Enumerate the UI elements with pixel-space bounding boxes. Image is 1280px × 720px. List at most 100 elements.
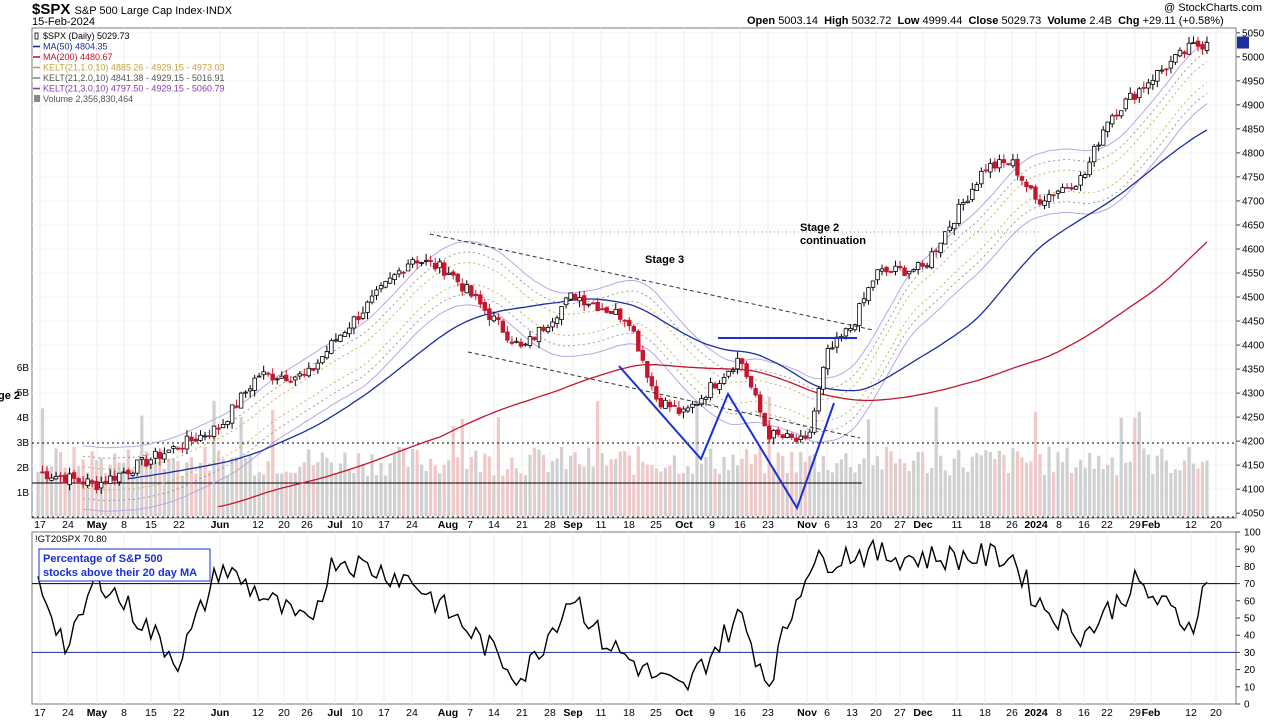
- volume-bar: [158, 461, 162, 516]
- candle-body: [879, 268, 885, 272]
- volume-bar: [329, 462, 333, 516]
- volume-bar: [754, 454, 758, 516]
- x-tick-label: 25: [650, 519, 662, 531]
- volume-bar: [1196, 468, 1200, 516]
- candle-body: [288, 380, 293, 383]
- candle-body: [979, 170, 984, 185]
- candle-body: [275, 378, 280, 381]
- oscillator-panel: 0 10 20 30 40 50 60 70 80 90 100 !GT20SPX 70.80 Perc…: [32, 528, 1261, 711]
- candle-body: [1177, 49, 1183, 57]
- volume-bar: [487, 456, 491, 516]
- x-tick-label: 22: [173, 519, 185, 531]
- x-tick-label: Jul: [327, 707, 342, 719]
- candle-body: [405, 263, 411, 272]
- candle-body: [383, 281, 388, 288]
- volume-bar: [912, 460, 916, 516]
- candle-body: [130, 472, 135, 476]
- volume-bar: [1060, 461, 1065, 516]
- volume-bar: [131, 468, 135, 516]
- candle-body: [1128, 92, 1133, 100]
- candle-body: [825, 348, 831, 370]
- candles: [40, 36, 1210, 494]
- volume-bar: [460, 418, 464, 516]
- volume-bar: [627, 455, 631, 516]
- candle-body: [270, 373, 275, 381]
- candle-body: [139, 457, 145, 460]
- volume-bar: [1200, 461, 1205, 516]
- candle-body: [690, 403, 695, 408]
- candle-body: [712, 383, 718, 389]
- candle-body: [798, 435, 803, 440]
- volume-bar: [140, 415, 144, 516]
- x-tick-label: 12: [252, 519, 264, 531]
- x-tick-label: 15: [145, 519, 157, 531]
- candle-body: [216, 427, 221, 430]
- candle-body: [735, 357, 740, 370]
- candle-body: [897, 265, 903, 269]
- volume-bar: [149, 459, 153, 516]
- candle-body: [265, 372, 271, 375]
- candle-body: [1186, 42, 1192, 55]
- oscillator-panel-frame: [31, 531, 1237, 705]
- x-tick-label: 26: [1006, 519, 1018, 531]
- volume-bar: [1056, 452, 1060, 516]
- candle-body: [748, 375, 754, 388]
- candle-body: [667, 401, 673, 408]
- price-tick-label: 4050: [1242, 509, 1265, 520]
- candle-body: [342, 332, 348, 337]
- volume-bar: [930, 467, 934, 516]
- x-tick-label: Jun: [211, 519, 230, 531]
- x-tick-label: 16: [734, 707, 746, 719]
- candle-body: [1195, 40, 1201, 47]
- volume-bar: [731, 454, 735, 516]
- x-tick-label: 20: [870, 519, 882, 531]
- volume-bar: [316, 462, 320, 516]
- x-tick-label: Dec: [913, 519, 932, 531]
- candle-body: [523, 343, 528, 346]
- volume-bar: [1142, 448, 1146, 516]
- x-tick-label: 7: [467, 707, 473, 719]
- open-label: Open: [747, 15, 776, 27]
- volume-bar: [1088, 452, 1092, 516]
- candle-body: [893, 265, 898, 272]
- candle-body: [1046, 194, 1052, 202]
- candle-body: [780, 434, 785, 438]
- x-tick-label: 18: [979, 707, 991, 719]
- candle-body: [744, 363, 749, 378]
- candle-body: [717, 383, 722, 390]
- candle-body: [44, 471, 50, 480]
- candle-body: [527, 336, 533, 346]
- volume-bar: [212, 400, 216, 516]
- volume-bar: [532, 447, 537, 516]
- candle-body: [830, 347, 835, 350]
- candle-body: [442, 262, 447, 276]
- volume-bar: [614, 459, 618, 516]
- candle-body: [1064, 186, 1070, 189]
- candle-body: [807, 431, 813, 439]
- candle-body: [1091, 146, 1097, 163]
- legend-entry: KELT(21,1.0,10) 4885.26 - 4929.15 - 4973…: [43, 63, 224, 73]
- candle-body: [220, 424, 226, 429]
- volume-bar: [862, 458, 866, 516]
- volume-bar: [266, 461, 270, 516]
- volume-bar: [456, 457, 460, 516]
- candle-body: [1015, 158, 1020, 176]
- volume-bar: [708, 448, 713, 516]
- x-tick-label: 18: [623, 707, 635, 719]
- candle-body: [491, 315, 497, 322]
- stage3-label: Stage 3: [645, 254, 684, 266]
- volume-bar: [821, 455, 825, 516]
- volume-bar: [799, 451, 803, 516]
- volume-bar: [767, 396, 771, 516]
- candle-body: [1024, 181, 1029, 188]
- candle-body: [1146, 82, 1151, 89]
- candle-body: [622, 319, 627, 322]
- x-tick-label: 14: [488, 707, 500, 719]
- volume-bar: [496, 417, 500, 516]
- volume-bar: [67, 472, 72, 516]
- volume-bar: [794, 472, 798, 516]
- x-tick-label: 23: [762, 519, 774, 531]
- candle-body: [166, 449, 172, 453]
- volume-bar: [979, 455, 983, 516]
- volume-bar: [293, 472, 297, 516]
